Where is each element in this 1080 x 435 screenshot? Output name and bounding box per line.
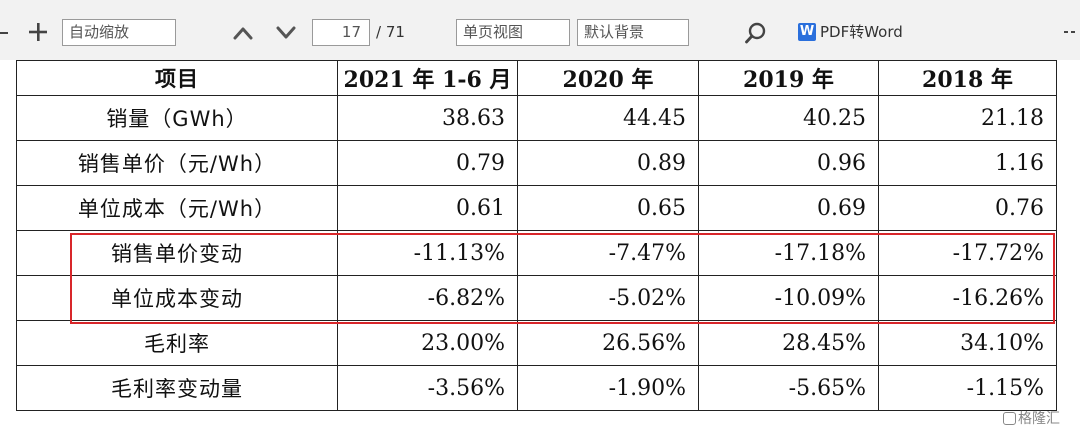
view-mode-select[interactable]: 单页视图 bbox=[456, 19, 570, 46]
table-row: 毛利率变动量 -3.56% -1.90% -5.65% -1.15% bbox=[16, 365, 1057, 411]
table-header-row: 项目 2021 年 1-6 月 2020 年 2019 年 2018 年 bbox=[16, 60, 1057, 96]
header-cell: 2021 年 1-6 月 bbox=[337, 60, 518, 96]
page-number-input[interactable]: 17 bbox=[312, 19, 370, 46]
page-total-label: / 71 bbox=[376, 23, 405, 41]
table-cell: 34.10% bbox=[878, 320, 1057, 366]
row-label: 销量（GWh） bbox=[16, 95, 338, 141]
search-button[interactable] bbox=[744, 21, 768, 45]
chevron-up-icon bbox=[233, 27, 253, 40]
table-row: 单位成本（元/Wh） 0.61 0.65 0.69 0.76 bbox=[16, 185, 1057, 231]
table-cell: -17.72% bbox=[878, 230, 1057, 276]
table-cell: -1.15% bbox=[878, 365, 1057, 411]
pdf-toolbar: 自动缩放 17 / 71 单页视图 默认背景 W PDF转Word bbox=[0, 0, 1080, 60]
row-label: 销售单价变动 bbox=[16, 230, 338, 276]
previous-page-button[interactable] bbox=[232, 24, 254, 42]
table-cell: -1.90% bbox=[517, 365, 699, 411]
table-cell: 0.79 bbox=[337, 140, 518, 186]
row-label: 销售单价（元/Wh） bbox=[16, 140, 338, 186]
row-label: 单位成本（元/Wh） bbox=[16, 185, 338, 231]
row-label: 单位成本变动 bbox=[16, 275, 338, 321]
more-icon[interactable] bbox=[1064, 31, 1080, 33]
table-cell: 0.96 bbox=[698, 140, 879, 186]
watermark: 格隆汇 bbox=[1003, 408, 1060, 428]
word-logo-icon: W bbox=[798, 23, 816, 41]
watermark-logo-icon bbox=[1003, 412, 1016, 425]
header-cell: 项目 bbox=[16, 60, 338, 96]
chevron-down-icon bbox=[276, 26, 296, 39]
table-cell: -11.13% bbox=[337, 230, 518, 276]
search-icon bbox=[745, 22, 766, 44]
row-label: 毛利率变动量 bbox=[16, 365, 338, 411]
table-cell: -7.47% bbox=[517, 230, 699, 276]
table-row: 毛利率 23.00% 26.56% 28.45% 34.10% bbox=[16, 320, 1057, 366]
table-cell: 38.63 bbox=[337, 95, 518, 141]
table-cell: -6.82% bbox=[337, 275, 518, 321]
table-cell: 26.56% bbox=[517, 320, 699, 366]
table-cell: -10.09% bbox=[698, 275, 879, 321]
table-cell: 1.16 bbox=[878, 140, 1057, 186]
next-page-button[interactable] bbox=[275, 24, 297, 42]
background-select[interactable]: 默认背景 bbox=[577, 19, 689, 46]
table-cell: -17.18% bbox=[698, 230, 879, 276]
table-row: 销量（GWh） 38.63 44.45 40.25 21.18 bbox=[16, 95, 1057, 141]
table-row: 单位成本变动 -6.82% -5.02% -10.09% -16.26% bbox=[16, 275, 1057, 321]
header-cell: 2018 年 bbox=[878, 60, 1057, 96]
table-cell: 0.89 bbox=[517, 140, 699, 186]
table-row: 销售单价变动 -11.13% -7.47% -17.18% -17.72% bbox=[16, 230, 1057, 276]
table-cell: 0.69 bbox=[698, 185, 879, 231]
header-cell: 2020 年 bbox=[517, 60, 699, 96]
financial-table: 项目 2021 年 1-6 月 2020 年 2019 年 2018 年 销量（… bbox=[16, 60, 1057, 411]
table-cell: 44.45 bbox=[517, 95, 699, 141]
table-cell: -5.65% bbox=[698, 365, 879, 411]
header-cell: 2019 年 bbox=[698, 60, 879, 96]
watermark-text: 格隆汇 bbox=[1018, 411, 1060, 427]
document-page: 项目 2021 年 1-6 月 2020 年 2019 年 2018 年 销量（… bbox=[0, 60, 1080, 435]
table-cell: -3.56% bbox=[337, 365, 518, 411]
table-cell: 0.76 bbox=[878, 185, 1057, 231]
zoom-in-button[interactable] bbox=[28, 22, 48, 42]
table-cell: 40.25 bbox=[698, 95, 879, 141]
pdf-to-word-button[interactable]: W PDF转Word bbox=[798, 19, 928, 46]
plus-icon bbox=[29, 23, 47, 41]
zoom-out-icon[interactable] bbox=[0, 32, 8, 34]
table-cell: 0.65 bbox=[517, 185, 699, 231]
row-label: 毛利率 bbox=[16, 320, 338, 366]
table-cell: -5.02% bbox=[517, 275, 699, 321]
table-cell: 0.61 bbox=[337, 185, 518, 231]
zoom-select[interactable]: 自动缩放 bbox=[62, 19, 176, 46]
table-cell: 21.18 bbox=[878, 95, 1057, 141]
table-cell: 23.00% bbox=[337, 320, 518, 366]
pdf-to-word-label: PDF转Word bbox=[820, 23, 903, 41]
table-cell: -16.26% bbox=[878, 275, 1057, 321]
table-cell: 28.45% bbox=[698, 320, 879, 366]
table-row: 销售单价（元/Wh） 0.79 0.89 0.96 1.16 bbox=[16, 140, 1057, 186]
